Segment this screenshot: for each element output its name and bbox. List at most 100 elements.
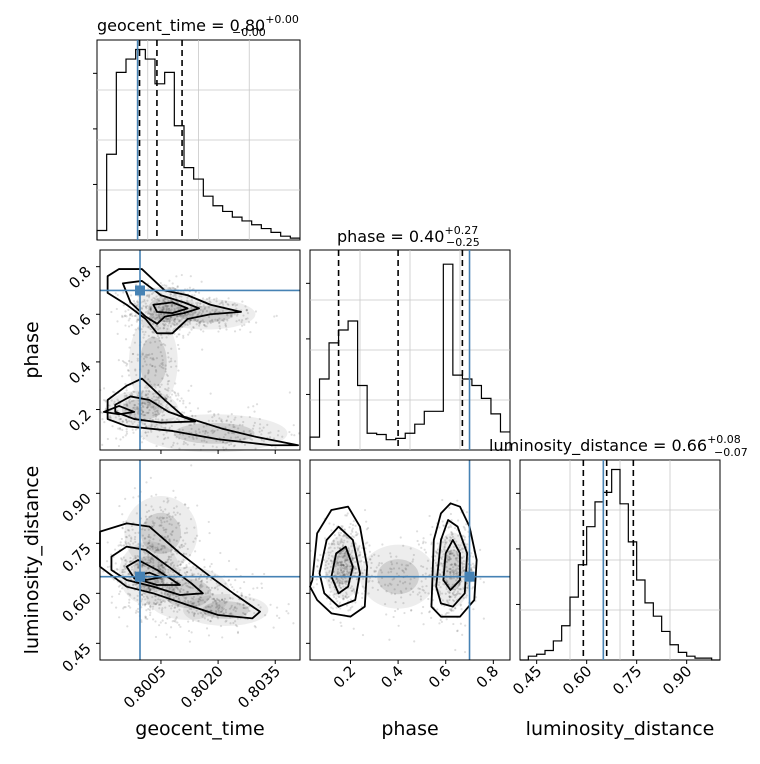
scatter-point xyxy=(152,330,155,333)
scatter-point xyxy=(140,319,144,322)
scatter-point xyxy=(207,586,210,589)
scatter-point xyxy=(136,407,140,410)
scatter-point xyxy=(157,413,161,416)
scatter-point xyxy=(144,376,147,379)
scatter-point xyxy=(124,361,127,364)
scatter-point xyxy=(160,383,163,386)
scatter-point xyxy=(145,518,148,521)
scatter-point xyxy=(154,599,157,602)
scatter-point xyxy=(163,520,166,524)
scatter-point xyxy=(175,602,178,605)
scatter-point xyxy=(152,521,155,525)
scatter-point xyxy=(156,325,159,328)
scatter-point xyxy=(333,593,336,596)
scatter-point xyxy=(427,592,430,595)
phase-distance-plot: 0.2 0.4 0.6 0.8 xyxy=(306,460,510,692)
scatter-point xyxy=(218,325,221,328)
scatter-point xyxy=(119,417,122,421)
scatter-point xyxy=(188,607,191,610)
scatter-point xyxy=(161,308,165,311)
scatter-point xyxy=(424,572,427,575)
scatter-point xyxy=(127,368,130,372)
scatter-point xyxy=(338,552,342,555)
scatter-point xyxy=(124,530,127,534)
scatter-point xyxy=(376,588,380,592)
scatter-point xyxy=(162,319,165,323)
scatter-point xyxy=(329,551,332,554)
scatter-point xyxy=(125,395,128,398)
scatter-point xyxy=(132,557,135,561)
scatter-point xyxy=(169,532,172,535)
scatter-point xyxy=(288,430,291,434)
scatter-point xyxy=(189,409,192,413)
scatter-point xyxy=(135,320,138,323)
scatter-point xyxy=(192,540,195,543)
scatter-point xyxy=(149,418,152,421)
scatter-point xyxy=(180,397,183,400)
scatter-point xyxy=(342,574,345,577)
scatter-point xyxy=(450,609,453,612)
scatter-point xyxy=(223,601,226,605)
scatter-point xyxy=(464,624,467,627)
scatter-point xyxy=(156,579,160,582)
density-shade xyxy=(139,336,167,388)
scatter-point xyxy=(124,559,127,562)
scatter-point xyxy=(209,606,212,609)
density-contour xyxy=(309,505,369,618)
scatter-point xyxy=(207,590,210,593)
scatter-point xyxy=(128,598,131,601)
scatter-point xyxy=(141,534,144,537)
scatter-point xyxy=(185,527,188,530)
scatter-point xyxy=(329,559,332,562)
scatter-point xyxy=(390,583,393,586)
scatter-point xyxy=(119,541,122,544)
scatter-point xyxy=(341,556,345,559)
scatter-point xyxy=(454,588,457,591)
scatter-point xyxy=(349,532,353,536)
scatter-point xyxy=(449,571,452,575)
scatter-point xyxy=(448,595,451,598)
scatter-point xyxy=(115,307,118,311)
scatter-point xyxy=(404,587,408,590)
scatter-point xyxy=(240,594,243,598)
scatter-point xyxy=(190,602,193,605)
scatter-point xyxy=(178,319,181,322)
scatter-point xyxy=(187,620,190,623)
scatter-point xyxy=(166,304,169,307)
scatter-point xyxy=(198,596,202,599)
scatter-point xyxy=(133,413,136,416)
scatter-point xyxy=(235,314,239,317)
scatter-point xyxy=(450,537,453,540)
scatter-point xyxy=(187,389,190,392)
scatter-point xyxy=(222,436,225,439)
scatter-point xyxy=(347,609,350,612)
scatter-point xyxy=(123,605,126,609)
scatter-point xyxy=(402,569,405,573)
scatter-point xyxy=(133,416,136,419)
scatter-point xyxy=(143,528,147,532)
scatter-point xyxy=(188,562,191,565)
scatter-point xyxy=(184,437,187,440)
scatter-point xyxy=(206,598,209,601)
scatter-point xyxy=(173,293,176,296)
scatter-point xyxy=(203,323,206,327)
scatter-point xyxy=(456,557,459,560)
scatter-point xyxy=(159,563,162,567)
scatter-point xyxy=(175,595,178,598)
scatter-point xyxy=(126,362,129,366)
scatter-point xyxy=(130,392,133,395)
scatter-point xyxy=(166,436,170,439)
scatter-point xyxy=(147,397,150,400)
scatter-point xyxy=(214,309,217,312)
scatter-point xyxy=(458,582,461,585)
scatter-point xyxy=(342,535,345,538)
scatter-point xyxy=(176,307,179,310)
scatter-point xyxy=(166,560,169,564)
scatter-point xyxy=(325,573,328,576)
scatter-point xyxy=(175,505,178,508)
scatter-point xyxy=(200,312,203,316)
scatter-point xyxy=(434,555,437,558)
scatter-point xyxy=(452,622,455,626)
scatter-point xyxy=(190,427,193,431)
scatter-point xyxy=(349,606,352,610)
